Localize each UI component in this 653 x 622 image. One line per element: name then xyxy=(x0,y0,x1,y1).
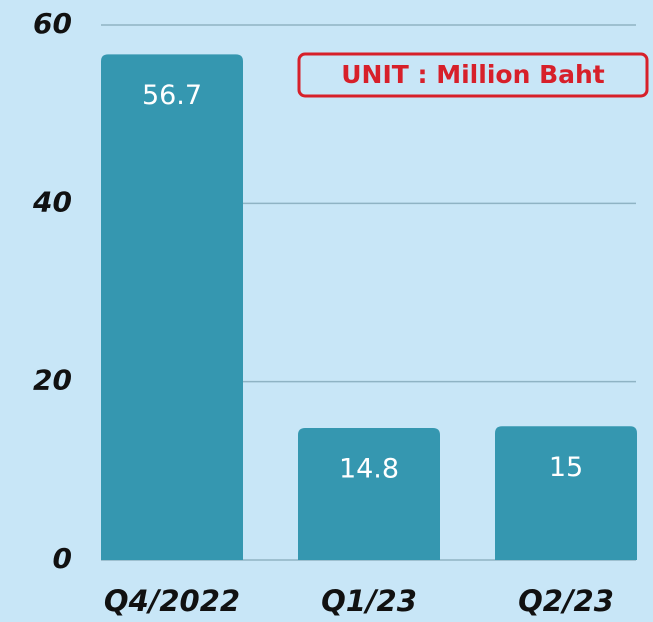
y-tick-label: 60 xyxy=(33,7,72,40)
x-tick-label: Q4/2022 xyxy=(104,584,240,618)
x-tick-label: Q1/23 xyxy=(321,584,417,618)
y-tick-label: 40 xyxy=(32,185,72,218)
data-label: 15 xyxy=(549,452,583,483)
bar xyxy=(298,428,440,560)
y-tick-label: 20 xyxy=(33,364,72,397)
data-label: 14.8 xyxy=(339,454,399,485)
bar xyxy=(495,426,637,560)
annotation-box xyxy=(297,52,649,98)
x-tick-label: Q2/23 xyxy=(518,584,614,618)
annotation: UNIT : Million Baht xyxy=(341,60,605,89)
bar xyxy=(101,54,243,561)
y-tick-label: 0 xyxy=(53,542,72,575)
data-label: 56.7 xyxy=(142,80,202,111)
